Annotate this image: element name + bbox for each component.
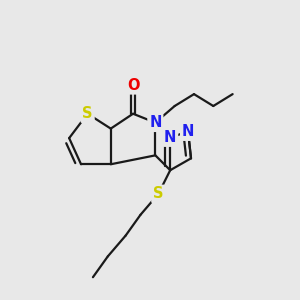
Text: S: S xyxy=(82,106,93,121)
Text: N: N xyxy=(182,124,194,139)
Text: S: S xyxy=(153,187,164,202)
Text: N: N xyxy=(164,130,176,145)
Text: N: N xyxy=(149,115,161,130)
Text: O: O xyxy=(127,78,139,93)
